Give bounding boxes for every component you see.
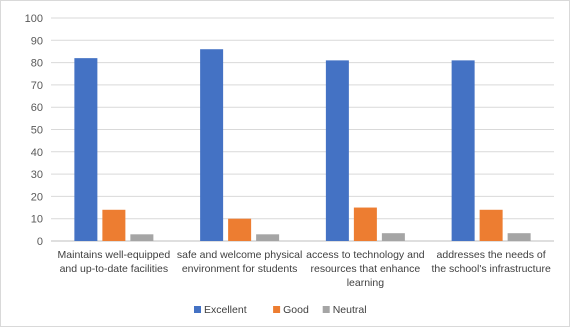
bar-neutral-2 bbox=[256, 234, 280, 241]
y-tick-label: 0 bbox=[37, 236, 43, 248]
x-category-label: the school's infrastructure bbox=[431, 263, 550, 275]
x-category-label: addresses the needs of bbox=[437, 249, 546, 261]
y-tick-label: 70 bbox=[31, 80, 43, 92]
x-category-label: access to technology and bbox=[306, 249, 425, 261]
bar-excellent-1 bbox=[74, 58, 98, 241]
y-tick-label: 20 bbox=[31, 191, 43, 203]
y-tick-label: 80 bbox=[31, 58, 43, 70]
y-tick-label: 50 bbox=[31, 125, 43, 137]
x-category-label: Maintains well-equipped bbox=[58, 249, 171, 261]
bar-excellent-2 bbox=[200, 49, 224, 241]
y-tick-label: 60 bbox=[31, 102, 43, 114]
legend-swatch-excellent bbox=[194, 306, 201, 313]
y-tick-label: 90 bbox=[31, 35, 43, 47]
bar-neutral-3 bbox=[381, 233, 405, 241]
x-category-label: safe and welcome physical bbox=[177, 249, 302, 261]
bar-good-2 bbox=[228, 218, 252, 241]
legend-swatch-good bbox=[273, 306, 281, 313]
x-category-label: and up-to-date facilities bbox=[60, 263, 169, 275]
y-tick-label: 10 bbox=[31, 214, 43, 226]
x-category-label: learning bbox=[347, 277, 385, 289]
bar-excellent-4 bbox=[451, 60, 475, 242]
bar-neutral-1 bbox=[130, 234, 154, 241]
legend-label-good: Good bbox=[283, 304, 309, 316]
legend-label-neutral: Neutral bbox=[333, 304, 367, 316]
bar-excellent-3 bbox=[325, 60, 349, 242]
y-tick-label: 100 bbox=[25, 13, 43, 25]
y-tick-label: 30 bbox=[31, 169, 43, 181]
bar-neutral-4 bbox=[507, 233, 531, 241]
y-tick-label: 40 bbox=[31, 147, 43, 159]
x-category-label: resources that enhance bbox=[311, 263, 421, 275]
legend-swatch-neutral bbox=[322, 306, 330, 313]
x-category-label: environment for students bbox=[182, 263, 298, 275]
legend-label-excellent: Excellent bbox=[204, 304, 247, 316]
bar-good-1 bbox=[102, 209, 126, 241]
bar-good-4 bbox=[479, 209, 503, 241]
bar-good-3 bbox=[353, 207, 377, 241]
